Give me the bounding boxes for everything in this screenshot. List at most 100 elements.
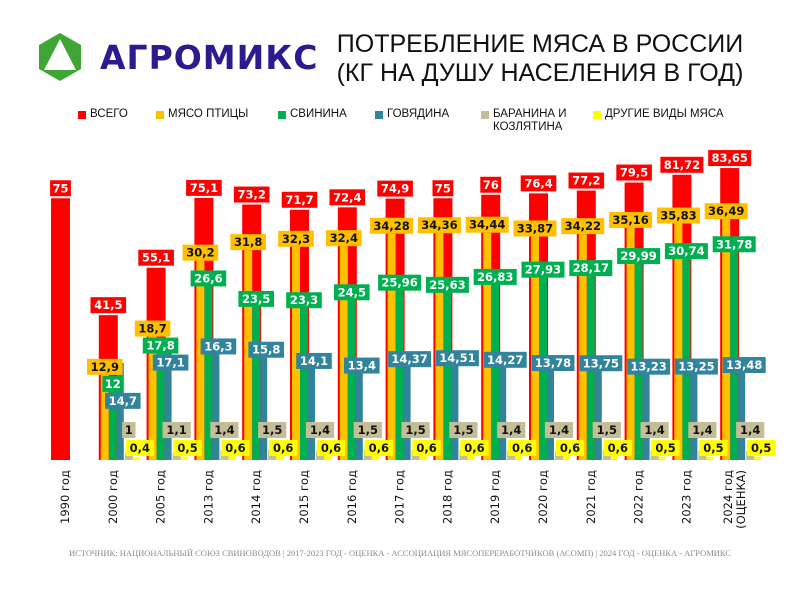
data-label: 72,4 — [333, 190, 361, 204]
data-label-box — [378, 274, 422, 291]
data-label: 0,6 — [512, 441, 532, 455]
data-label-box — [616, 164, 652, 181]
data-label: 0,6 — [416, 441, 436, 455]
data-label: 75 — [52, 181, 68, 195]
bar-4 — [172, 452, 181, 460]
data-label-box — [460, 440, 489, 456]
bar-5 — [180, 456, 188, 460]
data-label-box — [568, 172, 605, 189]
data-label: 77,2 — [572, 174, 600, 188]
category-label: 1990 год — [58, 470, 72, 524]
category-label: 2024 год(ОЦЕНКА) — [721, 470, 748, 529]
data-label: 24,5 — [338, 285, 366, 299]
data-label-box — [521, 261, 565, 278]
brand-logo: АГРОМИКС — [38, 32, 318, 82]
legend-label: МЯСО ПТИЦЫ — [168, 108, 249, 120]
legend-item: СВИНИНА — [278, 108, 347, 120]
data-label-box — [370, 217, 414, 234]
legend-item: БАРАНИНА И КОЗЛЯТИНА — [481, 108, 577, 134]
bar-5 — [419, 456, 427, 460]
data-label: 1,4 — [214, 423, 234, 437]
bar-3 — [594, 369, 602, 460]
bar-5 — [754, 456, 762, 460]
data-label: 29,99 — [620, 249, 656, 263]
bar-3 — [642, 372, 650, 460]
data-label-box — [138, 249, 174, 266]
bar-1 — [531, 236, 539, 460]
source-footer: ИСТОЧНИК: НАЦИОНАЛЬНЫЙ СОЮЗ СВИНОВОДОВ |… — [68, 548, 732, 558]
bar-1 — [100, 374, 109, 460]
bar-3 — [738, 371, 746, 460]
data-label: 13,78 — [535, 356, 571, 370]
data-label: 17,1 — [156, 356, 184, 370]
bar-1 — [578, 234, 587, 460]
data-label: 1,4 — [740, 423, 760, 437]
data-label: 0,5 — [703, 441, 723, 455]
bar-2 — [395, 288, 404, 460]
data-label-box — [269, 440, 298, 456]
data-label: 25,63 — [429, 278, 465, 292]
legend-item: ВСЕГО — [78, 108, 128, 120]
hexagon-logo-icon — [39, 33, 81, 81]
data-label-box — [651, 440, 680, 456]
bar-1 — [339, 246, 348, 460]
data-label: 31,8 — [234, 235, 262, 249]
data-label-box — [316, 440, 346, 456]
data-label: 74,9 — [381, 182, 409, 196]
data-label-box — [329, 189, 366, 206]
data-label: 26,6 — [194, 271, 222, 285]
bar-3 — [308, 366, 315, 460]
data-label-box — [134, 320, 171, 337]
bar-1 — [722, 219, 731, 460]
bar-1 — [483, 232, 492, 460]
data-label-box — [401, 422, 430, 438]
data-label-box — [105, 392, 141, 409]
legend-swatch — [278, 111, 286, 119]
data-label-box — [173, 440, 202, 456]
data-label: 25,96 — [381, 276, 417, 290]
bar-2 — [108, 380, 117, 460]
data-label-box — [688, 422, 717, 438]
bar-2 — [347, 298, 356, 460]
data-label: 0,5 — [177, 441, 197, 455]
data-label: 13,23 — [630, 360, 666, 374]
data-label-box — [592, 422, 621, 438]
data-label-box — [238, 290, 274, 307]
data-label: 23,3 — [290, 293, 318, 307]
data-label: 83,65 — [712, 151, 748, 165]
bar-5 — [467, 456, 475, 460]
category-label: 2013 год — [201, 470, 215, 524]
data-label: 32,3 — [282, 232, 310, 246]
data-label: 1,4 — [501, 423, 521, 437]
legend-item: ДРУГИЕ ВИДЫ МЯСА — [593, 108, 724, 120]
data-label: 34,44 — [469, 218, 505, 232]
data-label: 23,5 — [242, 292, 270, 306]
category-label: 2019 год — [488, 470, 502, 524]
data-label: 1,4 — [549, 423, 569, 437]
data-label: 0,5 — [751, 441, 771, 455]
data-label-box — [708, 150, 752, 167]
data-label-box — [122, 422, 136, 438]
brand-name: АГРОМИКС — [100, 37, 319, 77]
data-label: 17,8 — [146, 339, 174, 353]
data-label: 13,25 — [678, 360, 714, 374]
bar-1 — [244, 250, 253, 460]
bar-1 — [148, 336, 157, 460]
data-label-box — [656, 207, 700, 224]
data-label-box — [722, 357, 766, 374]
data-label-box — [569, 260, 613, 277]
data-label-box — [286, 292, 322, 309]
bar-5 — [563, 456, 570, 460]
data-label-box — [497, 422, 526, 438]
data-label-box — [162, 422, 191, 438]
data-label: 0,6 — [369, 441, 389, 455]
data-label: 76,4 — [524, 176, 552, 190]
bar-2 — [491, 282, 500, 460]
data-label: 73,2 — [238, 188, 266, 202]
data-label-box — [480, 176, 502, 193]
legend-swatch — [481, 111, 489, 119]
data-label: 1,5 — [262, 423, 282, 437]
bar-2 — [204, 284, 213, 460]
data-label-box — [531, 355, 575, 372]
data-label: 34,36 — [421, 218, 457, 232]
